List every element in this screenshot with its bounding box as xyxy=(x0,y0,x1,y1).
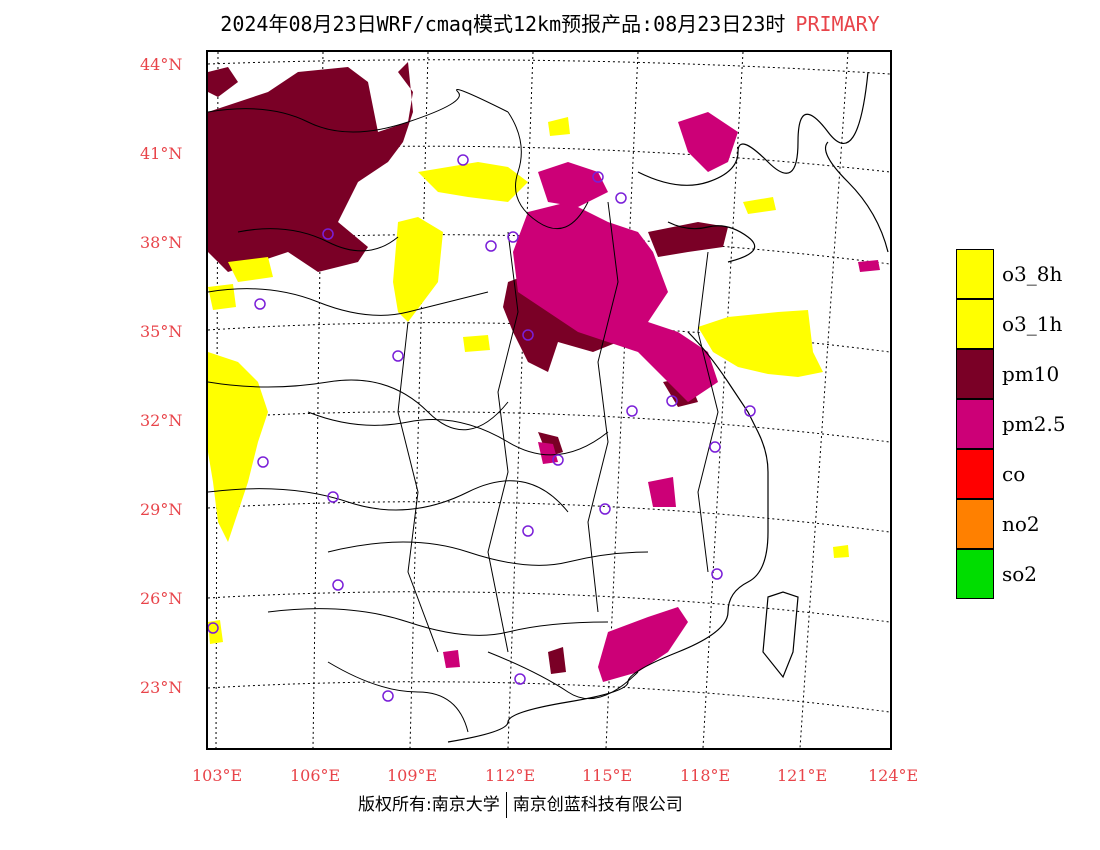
legend-item-o3-8h: o3_8h xyxy=(956,249,1066,299)
legend-item-so2: so2 xyxy=(956,549,1066,599)
title-main: 2024年08月23日WRF/cmaq模式12km预报产品:08月23日23时 xyxy=(220,12,786,36)
lat-label-32: 32°N xyxy=(140,411,183,430)
lon-label-115: 115°E xyxy=(582,766,633,785)
legend-item-pm25: pm2.5 xyxy=(956,399,1066,449)
legend-label: co xyxy=(1002,462,1026,486)
lat-label-35: 35°N xyxy=(140,322,183,341)
legend-swatch xyxy=(956,299,994,349)
copyright-right: 南京创蓝科技有限公司 xyxy=(512,795,683,815)
lon-label-106: 106°E xyxy=(290,766,341,785)
legend-label: no2 xyxy=(1002,512,1040,536)
station-markers xyxy=(208,154,756,702)
legend-swatch xyxy=(956,449,994,499)
lon-label-121: 121°E xyxy=(777,766,828,785)
legend-item-co: co xyxy=(956,449,1066,499)
legend: o3_8h o3_1h pm10 pm2.5 co no2 so2 xyxy=(956,249,1066,599)
legend-label: pm10 xyxy=(1002,362,1060,386)
pm25-regions xyxy=(443,112,880,682)
legend-item-pm10: pm10 xyxy=(956,349,1066,399)
legend-label: so2 xyxy=(1002,562,1038,586)
map-title: 2024年08月23日WRF/cmaq模式12km预报产品:08月23日23时 P… xyxy=(0,8,1100,40)
legend-swatch xyxy=(956,249,994,299)
copyright-left: 版权所有:南京大学 xyxy=(358,795,500,815)
lon-label-118: 118°E xyxy=(680,766,731,785)
lon-label-112: 112°E xyxy=(485,766,536,785)
lat-label-44: 44°N xyxy=(140,55,183,74)
legend-item-o3-1h: o3_1h xyxy=(956,299,1066,349)
admin-boundaries xyxy=(208,89,719,733)
footer-separator xyxy=(505,792,507,818)
lon-label-109: 109°E xyxy=(387,766,438,785)
lat-label-38: 38°N xyxy=(140,233,183,252)
lon-label-103: 103°E xyxy=(192,766,243,785)
pm10-regions xyxy=(208,62,728,674)
lon-label-124: 124°E xyxy=(868,766,919,785)
lat-label-26: 26°N xyxy=(140,589,183,608)
legend-swatch xyxy=(956,499,994,549)
o3-regions xyxy=(208,117,849,644)
legend-swatch xyxy=(956,549,994,599)
map-panel xyxy=(206,50,892,750)
lat-label-23: 23°N xyxy=(140,678,183,697)
legend-swatch xyxy=(956,349,994,399)
pollution-map xyxy=(208,52,890,748)
legend-label: o3_1h xyxy=(1002,312,1063,336)
title-tag: PRIMARY xyxy=(795,12,880,36)
legend-item-no2: no2 xyxy=(956,499,1066,549)
copyright-footer: 版权所有:南京大学 南京创蓝科技有限公司 xyxy=(358,790,683,818)
lat-label-41: 41°N xyxy=(140,144,183,163)
coastline xyxy=(447,71,889,743)
legend-label: pm2.5 xyxy=(1002,412,1066,436)
legend-label: o3_8h xyxy=(1002,262,1063,286)
legend-swatch xyxy=(956,399,994,449)
lat-label-29: 29°N xyxy=(140,500,183,519)
